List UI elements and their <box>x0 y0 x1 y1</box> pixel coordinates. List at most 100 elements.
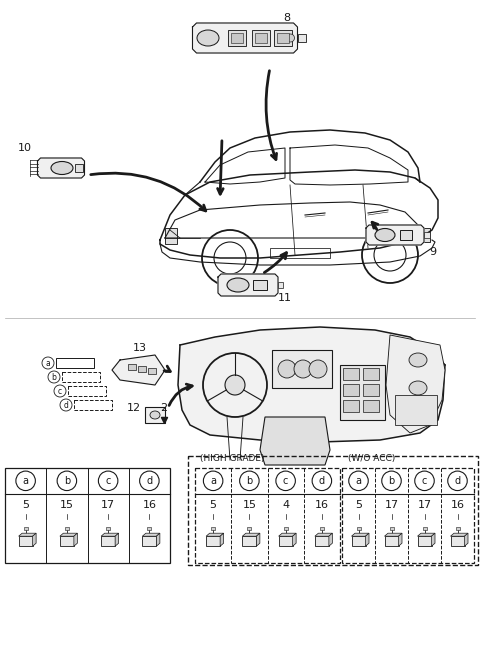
Polygon shape <box>37 158 84 178</box>
Bar <box>188 456 478 565</box>
Text: (W/O ACC): (W/O ACC) <box>348 454 395 463</box>
Polygon shape <box>465 533 468 546</box>
Bar <box>147 527 151 530</box>
Polygon shape <box>432 533 435 546</box>
Bar <box>284 527 288 530</box>
Bar <box>5 468 170 563</box>
Ellipse shape <box>227 278 249 292</box>
Bar <box>270 248 330 258</box>
Text: b: b <box>51 373 57 381</box>
Text: b: b <box>388 476 395 486</box>
Polygon shape <box>33 533 36 546</box>
Bar <box>75 164 83 172</box>
Text: a: a <box>46 358 50 367</box>
Bar <box>298 34 305 42</box>
Polygon shape <box>451 533 468 536</box>
Text: c: c <box>422 476 427 486</box>
Bar <box>277 33 289 43</box>
Text: b: b <box>64 476 70 486</box>
Polygon shape <box>112 355 165 385</box>
Polygon shape <box>218 274 278 296</box>
Text: c: c <box>106 476 111 486</box>
Bar <box>320 527 324 530</box>
Polygon shape <box>315 533 332 536</box>
Bar <box>351 536 365 546</box>
Text: 12: 12 <box>127 403 141 413</box>
Polygon shape <box>178 327 445 442</box>
Polygon shape <box>242 533 260 536</box>
Polygon shape <box>365 533 369 546</box>
Polygon shape <box>115 533 119 546</box>
Bar <box>128 364 136 370</box>
Circle shape <box>287 34 295 42</box>
Text: c: c <box>58 386 62 396</box>
Bar <box>272 350 332 388</box>
Bar <box>343 400 359 412</box>
Circle shape <box>309 360 327 378</box>
Polygon shape <box>278 533 296 536</box>
Bar <box>255 33 267 43</box>
Bar <box>456 527 459 530</box>
Polygon shape <box>386 335 445 433</box>
Bar <box>165 228 177 244</box>
Polygon shape <box>366 225 424 245</box>
Bar <box>228 30 246 46</box>
Text: d: d <box>146 476 153 486</box>
Text: 8: 8 <box>283 13 290 23</box>
Bar <box>420 228 430 242</box>
Polygon shape <box>156 533 160 546</box>
Bar <box>357 527 360 530</box>
Bar <box>60 536 74 546</box>
Bar <box>343 384 359 396</box>
Text: b: b <box>246 476 252 486</box>
Text: (HIGH GRADE): (HIGH GRADE) <box>200 454 264 463</box>
Text: a: a <box>356 476 361 486</box>
Bar <box>363 400 379 412</box>
Bar <box>278 282 283 288</box>
Text: 11: 11 <box>278 293 292 303</box>
Bar <box>340 365 385 420</box>
Text: d: d <box>455 476 461 486</box>
Polygon shape <box>143 533 160 536</box>
Ellipse shape <box>409 381 427 395</box>
Text: 16: 16 <box>315 500 329 510</box>
Text: 17: 17 <box>384 500 398 510</box>
Polygon shape <box>74 533 77 546</box>
Bar <box>242 536 256 546</box>
Bar <box>148 368 156 374</box>
Bar <box>315 536 329 546</box>
Bar <box>211 527 215 530</box>
Bar <box>138 366 146 372</box>
Text: d: d <box>319 476 325 486</box>
Text: c: c <box>283 476 288 486</box>
Bar <box>343 368 359 380</box>
Bar <box>418 536 432 546</box>
Bar <box>74 400 112 410</box>
Text: 17: 17 <box>101 500 115 510</box>
Bar <box>62 372 100 382</box>
Bar <box>106 527 110 530</box>
Bar <box>400 230 412 240</box>
Bar <box>101 536 115 546</box>
Polygon shape <box>220 533 224 546</box>
Text: 5: 5 <box>210 500 216 510</box>
Circle shape <box>278 360 296 378</box>
Bar <box>231 33 243 43</box>
Bar <box>145 407 165 423</box>
Bar <box>247 527 252 530</box>
Polygon shape <box>60 533 77 536</box>
Text: a: a <box>23 476 29 486</box>
Text: 13: 13 <box>133 343 147 353</box>
Text: 4: 4 <box>282 500 289 510</box>
Polygon shape <box>192 23 298 53</box>
Bar <box>451 536 465 546</box>
Text: 2: 2 <box>160 403 168 413</box>
Text: 5: 5 <box>22 500 29 510</box>
Bar <box>278 536 293 546</box>
Bar <box>422 527 427 530</box>
Polygon shape <box>329 533 332 546</box>
Polygon shape <box>398 533 402 546</box>
Bar <box>195 468 340 563</box>
Bar <box>19 536 33 546</box>
Circle shape <box>225 375 245 395</box>
